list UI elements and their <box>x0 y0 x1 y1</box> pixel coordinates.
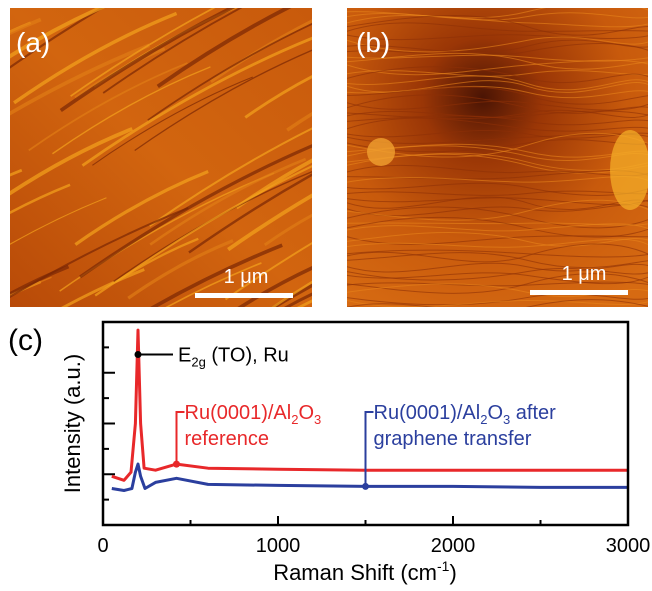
panel-label: (b) <box>356 27 390 58</box>
page: {"panels": [ {"label": "(a)", "scale_bar… <box>0 0 652 586</box>
scale-bar <box>530 290 628 295</box>
label-part: ) <box>449 560 456 585</box>
x-axis-label: Raman Shift (cm-1) <box>273 558 457 585</box>
annotation-point <box>135 351 142 358</box>
annotation-leader <box>366 412 374 486</box>
scale-bar-label: 1 μm <box>224 266 269 288</box>
x-tick-label: 2000 <box>431 535 476 557</box>
annotation-text: Ru(0001)/Al2O3 <box>185 402 322 427</box>
annotation-text: E2g (TO), Ru <box>178 344 289 369</box>
annotation-part: 2 <box>480 412 487 427</box>
annotation-part: O <box>298 402 314 424</box>
afm-feature <box>367 138 395 166</box>
annotation-text: Ru(0001)/Al2O3 after <box>374 402 557 427</box>
annotation-point <box>362 483 369 490</box>
annotation-part: after <box>510 402 556 424</box>
annotation-text: reference <box>185 428 270 450</box>
label-part: Raman Shift (cm <box>273 560 437 585</box>
x-tick-label: 0 <box>97 535 108 557</box>
afm-streak <box>0 147 2 197</box>
annotation-part: 3 <box>314 412 321 427</box>
x-tick-label: 3000 <box>606 535 651 557</box>
scale-bar-label: 1 μm <box>562 263 607 285</box>
scale-bar <box>195 293 293 298</box>
x-tick-label: 1000 <box>256 535 301 557</box>
y-axis-label: Intensity (a.u.) <box>60 354 85 493</box>
afm-feature <box>610 130 650 210</box>
annotation-text: graphene transfer <box>374 428 532 450</box>
afm-image-b: (b) 1 μm <box>347 2 652 311</box>
annotation-part: (TO), Ru <box>206 344 289 366</box>
annotation-leader <box>177 412 185 464</box>
afm-streak <box>0 24 9 88</box>
annotation-part: O <box>487 402 503 424</box>
annotation-part: Ru(0001)/Al <box>374 402 481 424</box>
annotation-part: Ru(0001)/Al <box>185 402 292 424</box>
annotation-part: 3 <box>503 412 510 427</box>
spectrum-line <box>112 464 628 490</box>
annotation-part: E <box>178 344 191 366</box>
panel-label: (a) <box>16 27 50 58</box>
panel-label: (c) <box>8 324 43 357</box>
annotation-point <box>173 461 180 468</box>
annotation-part: 2 <box>291 412 298 427</box>
figure: (a) 1 μm (b) 1 μm (c) 0 1000 2000 3000 Raman Sh… <box>0 0 652 586</box>
label-part: -1 <box>437 558 450 574</box>
annotation-part: 2g <box>191 354 205 369</box>
